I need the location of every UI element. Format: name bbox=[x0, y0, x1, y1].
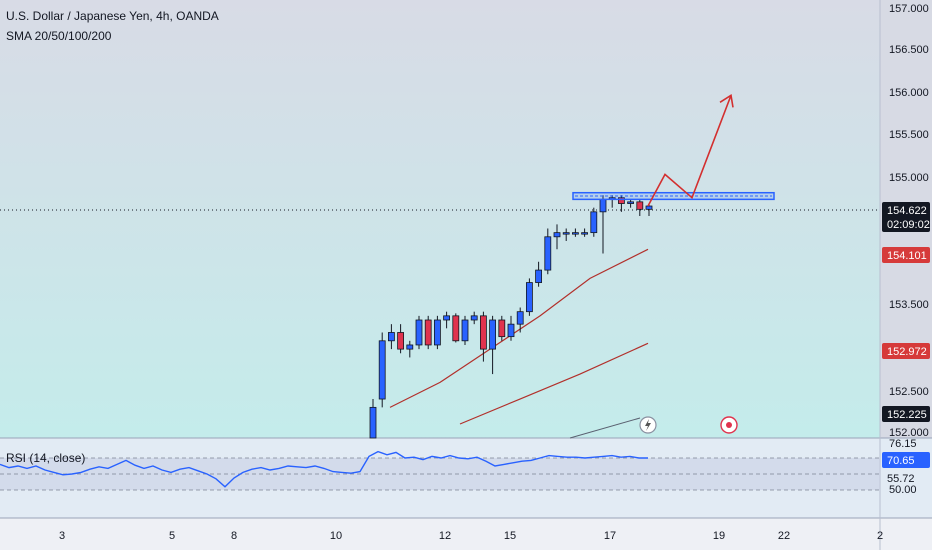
time-tick-label: 17 bbox=[604, 530, 616, 542]
candle-body[interactable] bbox=[544, 236, 552, 271]
candle-body[interactable] bbox=[397, 332, 405, 350]
price-badge: 154.101 bbox=[882, 247, 930, 263]
candle-body[interactable] bbox=[599, 198, 607, 213]
target-icon[interactable] bbox=[720, 416, 738, 434]
candle-body[interactable] bbox=[470, 315, 478, 321]
trend-line[interactable] bbox=[569, 417, 641, 439]
price-badge-text: 154.101 bbox=[887, 250, 927, 262]
candle-body[interactable] bbox=[443, 315, 451, 321]
price-axis: 157.000 156.500 156.000 155.500 155.000 153.5… bbox=[882, 3, 930, 439]
price-tick-label: 156.000 bbox=[889, 87, 929, 99]
price-tick-label: 156.500 bbox=[889, 44, 929, 56]
time-tick-label: 10 bbox=[330, 530, 342, 542]
sma-line[interactable] bbox=[389, 248, 649, 408]
time-tick-label: 8 bbox=[231, 530, 237, 542]
candle-body[interactable] bbox=[406, 344, 414, 350]
price-badge: 152.225 bbox=[882, 406, 930, 422]
price-badge-text: 152.225 bbox=[887, 409, 927, 421]
price-badge-text: 152.972 bbox=[887, 346, 927, 358]
rsi-band bbox=[0, 458, 880, 490]
candle-body[interactable] bbox=[526, 282, 533, 313]
candle-body[interactable] bbox=[553, 232, 561, 238]
rsi-line[interactable] bbox=[0, 450, 648, 488]
time-axis-background bbox=[0, 518, 932, 550]
price-badge: 154.622 02:09:02 bbox=[882, 202, 930, 232]
legend-sma[interactable]: SMA 20/50/100/200 bbox=[6, 29, 112, 43]
candle-body[interactable] bbox=[369, 406, 377, 439]
sma-line[interactable] bbox=[459, 342, 649, 425]
price-badge: 152.972 bbox=[882, 343, 930, 359]
candle-body[interactable] bbox=[498, 319, 506, 338]
candle-body[interactable] bbox=[645, 205, 653, 210]
candle-body[interactable] bbox=[590, 211, 598, 234]
legend-rsi[interactable]: RSI (14, close) bbox=[6, 451, 86, 465]
candle-body[interactable] bbox=[516, 311, 524, 325]
drawings bbox=[569, 94, 775, 439]
candle-body[interactable] bbox=[489, 319, 497, 350]
rsi-badge-text: 55.72 bbox=[887, 473, 915, 485]
candle-body[interactable] bbox=[627, 201, 634, 204]
candle-body[interactable] bbox=[387, 332, 395, 342]
price-pane-background bbox=[0, 0, 880, 438]
candle-body[interactable] bbox=[461, 319, 469, 342]
arrow-head bbox=[719, 94, 734, 108]
candle-body[interactable] bbox=[452, 315, 460, 342]
candle-body[interactable] bbox=[479, 315, 487, 350]
candle-body[interactable] bbox=[415, 319, 423, 346]
candle-body[interactable] bbox=[507, 323, 515, 338]
price-tick-label: 157.000 bbox=[889, 3, 929, 15]
rsi-badge: 55.72 bbox=[887, 473, 915, 485]
resistance-box[interactable] bbox=[572, 191, 775, 201]
time-tick-label: 19 bbox=[713, 530, 725, 542]
rsi-badge-text: 70.65 bbox=[887, 455, 915, 467]
rsi-badge: 70.65 bbox=[882, 452, 930, 468]
legend-title: U.S. Dollar / Japanese Yen, 4h, OANDA bbox=[6, 9, 219, 23]
candles bbox=[369, 195, 653, 439]
price-tick-label: 153.500 bbox=[889, 299, 929, 311]
time-tick-label: 3 bbox=[59, 530, 65, 542]
time-axis: 3 5 8 10 12 15 17 19 22 2 bbox=[59, 530, 883, 542]
time-tick-label: 5 bbox=[169, 530, 175, 542]
candle-body[interactable] bbox=[562, 232, 570, 235]
time-tick-label: 12 bbox=[439, 530, 451, 542]
candle-body[interactable] bbox=[424, 319, 432, 346]
price-tick-label: 152.500 bbox=[889, 386, 929, 398]
projection-arrow[interactable] bbox=[647, 95, 732, 207]
candle-body[interactable] bbox=[636, 201, 644, 210]
price-tick-label: 155.500 bbox=[889, 129, 929, 141]
time-tick-label: 2 bbox=[877, 530, 883, 542]
candle-body[interactable] bbox=[535, 269, 542, 283]
rsi-tick-label: 50.00 bbox=[889, 484, 917, 496]
price-tick-label: 152.000 bbox=[889, 427, 929, 439]
candle-body[interactable] bbox=[433, 319, 441, 346]
lightning-icon[interactable] bbox=[639, 416, 657, 434]
time-tick-label: 15 bbox=[504, 530, 516, 542]
rsi-tick-label: 76.15 bbox=[889, 438, 917, 450]
candle-body[interactable] bbox=[581, 232, 588, 235]
rsi-pane: 76.15 50.00 70.65 55.72 bbox=[0, 438, 930, 496]
candle-body[interactable] bbox=[618, 197, 625, 204]
sma-lines bbox=[389, 248, 649, 425]
time-tick-label: 22 bbox=[778, 530, 790, 542]
candle-body[interactable] bbox=[378, 340, 386, 400]
price-tick-label: 155.000 bbox=[889, 172, 929, 184]
countdown-text: 02:09:02 bbox=[887, 219, 930, 231]
price-badge-text: 154.622 bbox=[887, 205, 927, 217]
candle-body[interactable] bbox=[572, 232, 579, 235]
